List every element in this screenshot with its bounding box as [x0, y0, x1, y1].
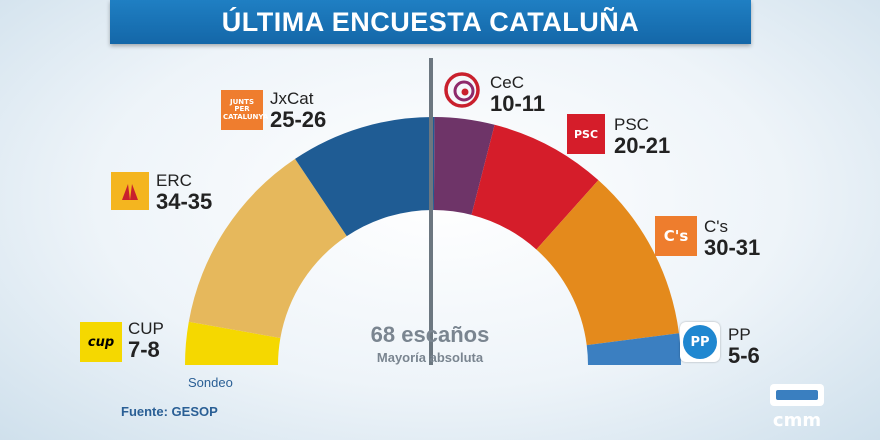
pp-label: PP 5-6 — [728, 326, 760, 367]
cmm-logo: cmm — [766, 382, 828, 432]
psc-logo: PSC — [567, 114, 605, 154]
cup-value: 7-8 — [128, 337, 160, 362]
title-bar: ÚLTIMA ENCUESTA CATALUÑA — [110, 0, 751, 44]
arc-jxcat — [295, 117, 435, 237]
majority-info: 68 escaños Mayoría absoluta — [350, 322, 510, 365]
arc-cup — [185, 321, 281, 365]
cec-circle-icon — [443, 70, 481, 110]
pp-logo: PP — [680, 322, 720, 362]
jxcat-value: 25-26 — [270, 107, 327, 132]
arc-psc — [471, 124, 599, 250]
cup-name: CUP — [128, 319, 164, 338]
erc-value: 34-35 — [156, 189, 213, 214]
cs-value: 30-31 — [704, 235, 761, 260]
cup-logo: cup — [80, 322, 122, 362]
sondeo-label: Sondeo — [188, 375, 233, 390]
jxcat-name: JxCat — [270, 89, 314, 108]
arc-erc — [188, 158, 347, 338]
erc-name: ERC — [156, 171, 192, 190]
psc-name: PSC — [614, 115, 649, 134]
arc-cs — [536, 180, 679, 346]
pp-name: PP — [728, 325, 751, 344]
cec-label: CeC 10-11 — [490, 74, 545, 115]
seats-label: 68 escaños — [370, 322, 490, 347]
arc-pp — [586, 333, 681, 365]
cec-value: 10-11 — [490, 91, 546, 116]
cs-logo: C's — [655, 216, 697, 256]
cec-name: CeC — [490, 73, 525, 92]
pp-value: 5-6 — [728, 343, 760, 368]
cup-label: CUP 7-8 — [128, 320, 164, 361]
jxcat-label: JxCat 25-26 — [270, 90, 326, 131]
cs-label: C's 30-31 — [704, 218, 760, 259]
chart-title: ÚLTIMA ENCUESTA CATALUÑA — [221, 6, 640, 37]
psc-value: 20-21 — [614, 133, 671, 158]
jxcat-logo: JUNTS PER CATALUNYA — [221, 90, 268, 130]
svg-text:cmm: cmm — [773, 410, 821, 431]
source-label: Fuente: GESOP — [121, 404, 218, 419]
erc-label: ERC 34-35 — [156, 172, 212, 213]
arc-cec — [433, 117, 495, 215]
majority-label: Mayoría absoluta — [376, 350, 484, 365]
psc-label: PSC 20-21 — [614, 116, 670, 157]
erc-star-icon — [111, 172, 149, 210]
cs-name: C's — [704, 217, 729, 236]
